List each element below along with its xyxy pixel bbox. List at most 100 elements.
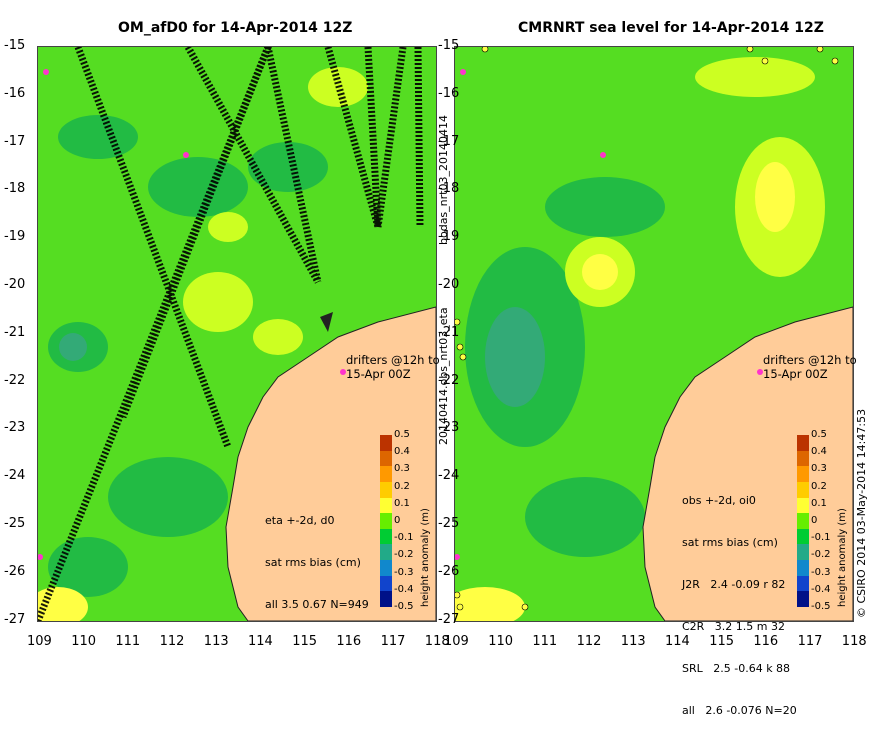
lat-tick-label: -23 bbox=[4, 420, 26, 436]
colorbar-band bbox=[797, 466, 809, 483]
colorbar-band bbox=[797, 513, 809, 530]
colorbar-tick-label: -0.4 bbox=[394, 583, 414, 595]
lat-tick-label: -15 bbox=[4, 38, 26, 53]
lat-tick-label: -26 bbox=[4, 563, 26, 579]
colorbar-band bbox=[380, 575, 392, 592]
lon-tick-label: 111 bbox=[532, 634, 558, 649]
colorbar-tick-label: 0.4 bbox=[394, 446, 410, 458]
colorbar-label: height anomaly (m) bbox=[837, 508, 848, 607]
colorbar-tick-label: 0.3 bbox=[811, 463, 827, 475]
lon-tick-label: 117 bbox=[380, 634, 406, 649]
colorbar-band bbox=[380, 513, 392, 530]
colorbar-tick-label: -0.1 bbox=[811, 532, 831, 544]
colorbar-band bbox=[797, 591, 809, 608]
lat-tick-label: -24 bbox=[438, 468, 460, 484]
colorbar-tick-label: -0.5 bbox=[394, 601, 414, 612]
colorbar-band bbox=[797, 544, 809, 561]
lat-tick-label: -27 bbox=[438, 611, 460, 627]
colorbar-band bbox=[797, 450, 809, 467]
lat-tick-label: -18 bbox=[4, 181, 26, 197]
lon-tick-label: 109 bbox=[27, 634, 52, 649]
colorbar-tick-label: 0.2 bbox=[811, 480, 827, 492]
colorbar-band bbox=[380, 450, 392, 467]
left-stats: eta +-2d, d0 sat rms bias (cm) all 3.5 0… bbox=[265, 514, 369, 611]
right-drifters-label: drifters @12h to 15-Apr 00Z bbox=[763, 353, 857, 381]
colorbar-tick-label: 0.1 bbox=[811, 497, 827, 509]
lat-tick-label: -15 bbox=[438, 38, 460, 53]
colorbar-tick-label: 0.5 bbox=[811, 429, 827, 440]
lat-tick-label: -25 bbox=[438, 516, 460, 531]
copyright-label: © CSIRO 2014 03-May-2014 14:47:53 bbox=[855, 408, 868, 618]
lon-tick-label: 114 bbox=[248, 634, 273, 649]
obs-file-label: 20140414.obs_nrt03_eta bbox=[437, 307, 450, 445]
left-map-title: OM_afD0 for 14-Apr-2014 12Z bbox=[118, 20, 353, 36]
lat-tick-label: -20 bbox=[438, 277, 460, 292]
lat-tick-label: -21 bbox=[438, 324, 460, 340]
colorbar-tick-label: -0.2 bbox=[394, 549, 414, 561]
colorbar-band bbox=[380, 560, 392, 577]
lat-tick-label: -19 bbox=[438, 229, 460, 245]
lon-tick-label: 113 bbox=[620, 634, 646, 649]
lon-tick-label: 111 bbox=[115, 634, 141, 649]
colorbar-tick-label: -0.4 bbox=[811, 583, 831, 595]
lat-tick-label: -23 bbox=[438, 420, 460, 436]
colorbar-tick-label: 0.5 bbox=[394, 429, 410, 440]
lon-tick-label: 110 bbox=[488, 634, 514, 649]
lon-tick-label: 112 bbox=[576, 634, 602, 649]
colorbar-band bbox=[797, 560, 809, 577]
lat-tick-label: -24 bbox=[4, 468, 26, 484]
lon-tick-label: 113 bbox=[203, 634, 229, 649]
lon-tick-label: 116 bbox=[753, 634, 779, 649]
colorbar-band bbox=[380, 497, 392, 514]
lon-tick-label: 117 bbox=[797, 634, 823, 649]
right-map-title: CMRNRT sea level for 14-Apr-2014 12Z bbox=[518, 20, 824, 36]
colorbar-band bbox=[797, 481, 809, 499]
colorbar-tick-label: 0 bbox=[394, 515, 401, 526]
colorbar-tick-label: 0.4 bbox=[811, 446, 827, 458]
colorbar-tick-label: -0.1 bbox=[394, 532, 414, 544]
lat-tick-label: -22 bbox=[4, 372, 26, 388]
lon-tick-label: 114 bbox=[665, 634, 690, 649]
colorbar-label: height anomaly (m) bbox=[420, 508, 431, 607]
lon-tick-label: 110 bbox=[71, 634, 97, 649]
lat-tick-label: -26 bbox=[438, 563, 460, 579]
lat-tick-label: -17 bbox=[438, 133, 460, 149]
lat-tick-label: -18 bbox=[438, 181, 460, 197]
lat-tick-label: -22 bbox=[438, 372, 460, 388]
colorbar-band bbox=[797, 575, 809, 592]
left-map-svg bbox=[38, 47, 436, 621]
colorbar-band bbox=[380, 544, 392, 561]
colorbar-band bbox=[797, 528, 809, 545]
lat-tick-label: -17 bbox=[4, 133, 26, 149]
colorbar-band bbox=[380, 466, 392, 483]
colorbar-tick-label: 0.2 bbox=[394, 480, 410, 492]
colorbar-band bbox=[380, 481, 392, 499]
lat-tick-label: -20 bbox=[4, 277, 26, 292]
lon-tick-label: 112 bbox=[159, 634, 185, 649]
lat-tick-label: -16 bbox=[438, 85, 460, 101]
lon-tick-label: 115 bbox=[292, 634, 318, 649]
colorbar-band bbox=[380, 435, 392, 452]
colorbar-tick-label: -0.3 bbox=[394, 566, 414, 578]
colorbar-tick-label: 0.3 bbox=[394, 463, 410, 475]
lat-tick-label: -25 bbox=[4, 516, 26, 531]
lon-tick-label: 118 bbox=[424, 634, 450, 649]
lon-tick-label: 118 bbox=[841, 634, 867, 649]
lat-tick-label: -21 bbox=[4, 324, 26, 340]
colorbar-tick-label: -0.2 bbox=[811, 549, 831, 561]
lat-tick-label: -19 bbox=[4, 229, 26, 245]
lon-tick-label: 109 bbox=[444, 634, 469, 649]
run-id-label: bodas_nrt03_20140414 bbox=[437, 115, 450, 245]
right-map-panel bbox=[454, 46, 854, 622]
colorbar-tick-label: -0.5 bbox=[811, 601, 831, 612]
lon-tick-label: 116 bbox=[336, 634, 362, 649]
colorbar-tick-label: 0.1 bbox=[394, 497, 410, 509]
left-drifters-label: drifters @12h to 15-Apr 00Z bbox=[346, 353, 440, 381]
lat-tick-label: -27 bbox=[4, 611, 26, 627]
colorbar-band bbox=[380, 528, 392, 545]
colorbar-band bbox=[380, 591, 392, 608]
colorbar-band bbox=[797, 435, 809, 452]
right-stats: obs +-2d, oi0 sat rms bias (cm) J2R 2.4 … bbox=[682, 494, 797, 717]
lon-tick-label: 115 bbox=[709, 634, 735, 649]
colorbar-band bbox=[797, 497, 809, 514]
